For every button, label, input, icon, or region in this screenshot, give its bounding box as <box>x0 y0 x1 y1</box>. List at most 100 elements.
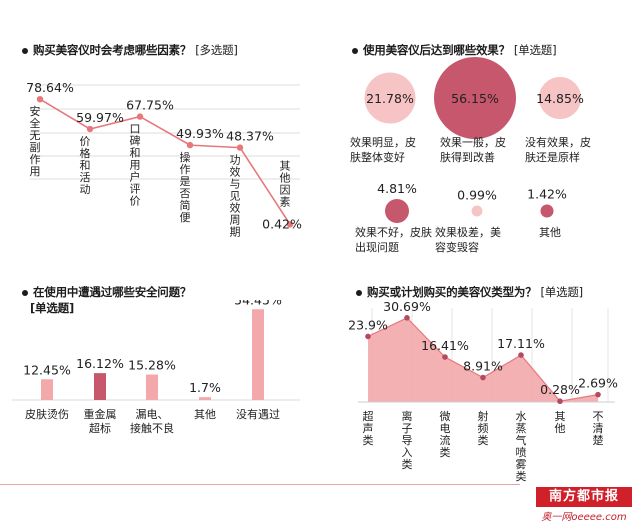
value-label: 23.9% <box>348 317 388 332</box>
value-label: 21.78% <box>366 91 414 106</box>
factors-line-chart: 78.64% 安全无副作用 59.97% 价格和活动 67.75% 口碑和用户评价 49.9… <box>26 80 302 239</box>
category-label: 其他因素 <box>280 159 291 208</box>
category-label: 射频类 <box>478 409 489 447</box>
value-label: 2.69% <box>578 376 618 391</box>
category-label: 容变毁容 <box>435 240 479 254</box>
bubble <box>471 205 483 217</box>
bar <box>94 373 106 400</box>
category-label: 效果明显，皮 <box>350 135 416 149</box>
value-label: 59.97% <box>76 110 124 125</box>
panel4-tag: [单选题] <box>540 285 584 299</box>
category-label: 安全无副作用 <box>30 104 41 178</box>
category-label: 其他 <box>194 408 216 421</box>
panel4-title-text: 购买或计划购买的美容仪类型为？ <box>367 285 537 299</box>
data-point <box>236 144 244 151</box>
category-label: 功效与见效周期 <box>230 154 241 239</box>
data-point <box>36 95 44 103</box>
panel4-title: 购买或计划购买的美容仪类型为？ [单选题] <box>356 284 583 300</box>
category-label: 没有效果，皮 <box>525 135 591 149</box>
types-area-chart: 23.9% 超声类 30.69% 离子导入类 16.41% 微电流类 8.91% 射频类 17.… <box>348 299 618 483</box>
category-label: 超声类 <box>363 409 374 447</box>
bullet-icon <box>356 289 362 296</box>
bar <box>146 374 158 400</box>
data-point <box>365 333 371 340</box>
value-label: 1.42% <box>527 186 567 201</box>
bullet-icon <box>22 47 28 54</box>
panel3-title: 在使用中遭遇过哪些安全问题？ <box>22 284 191 300</box>
category-label: 微电流类 <box>440 409 451 459</box>
bubble <box>540 204 554 218</box>
panel3-tag: [单选题] <box>30 301 75 315</box>
panel2-tag: [单选题] <box>513 43 557 57</box>
data-point <box>186 141 194 149</box>
data-point <box>442 354 448 360</box>
category-label: 出现问题 <box>355 240 399 254</box>
value-label: 1.7% <box>189 380 221 395</box>
value-label: 17.11% <box>497 336 545 351</box>
panel2-title-text: 使用美容仪后达到哪些效果？ <box>363 43 510 57</box>
value-label: 30.69% <box>383 299 431 314</box>
category-label: 效果一般，皮 <box>440 135 506 149</box>
category-label: 不清楚 <box>593 410 604 447</box>
category-label: 超标 <box>89 421 111 435</box>
value-label: 0.99% <box>457 188 497 203</box>
bar <box>199 397 211 400</box>
value-label: 16.12% <box>76 356 124 371</box>
newspaper-logo: 南方都市报 <box>536 487 632 507</box>
series-area <box>368 317 598 402</box>
category-label: 口碑和用户评价 <box>130 123 141 208</box>
site-logo: 奥一网oeeee.com <box>541 512 627 523</box>
panel1-title-text: 购买美容仪时会考虑哪些因素？ <box>33 43 192 57</box>
panel3-title-text: 在使用中遭遇过哪些安全问题？ <box>33 285 192 299</box>
bubble <box>385 199 409 224</box>
value-label: 15.28% <box>128 358 176 373</box>
data-point <box>286 221 294 228</box>
panel2-title: 使用美容仪后达到哪些效果？ [单选题] <box>352 42 557 58</box>
data-point <box>595 391 601 398</box>
footer-divider <box>0 484 520 485</box>
data-point <box>404 315 410 321</box>
category-label: 没有遇过 <box>236 407 280 421</box>
value-label: 4.81% <box>377 181 417 196</box>
category-label: 价格和活动 <box>80 135 91 196</box>
bubble <box>538 76 582 120</box>
category-label: 肤整体变好 <box>350 150 405 164</box>
category-label: 肤得到改善 <box>440 150 495 164</box>
data-point <box>86 125 94 133</box>
category-label: 效果极差，美 <box>435 225 501 239</box>
category-label: 操作是否简便 <box>180 150 191 224</box>
value-label: 48.37% <box>226 129 274 144</box>
series-line <box>39 98 291 225</box>
value-label: 12.45% <box>23 362 71 377</box>
data-point <box>480 374 486 381</box>
value-label: 54.45% <box>234 300 282 307</box>
value-label: 0.42% <box>262 216 302 231</box>
panel1-title: 购买美容仪时会考虑哪些因素？ [多选题] <box>22 42 238 58</box>
bubble <box>364 72 416 124</box>
category-label: 重金属 <box>84 407 117 421</box>
bar <box>252 309 264 400</box>
value-label: 16.41% <box>421 338 469 353</box>
data-point <box>136 113 144 120</box>
category-label: 皮肤烫伤 <box>25 407 69 421</box>
category-label: 肤还是原样 <box>525 150 580 164</box>
bubble <box>434 57 516 139</box>
category-label: 其他 <box>555 410 566 435</box>
bar <box>41 379 53 400</box>
category-label: 离子导入类 <box>402 409 413 471</box>
value-label: 8.91% <box>463 359 503 374</box>
category-label: 效果不好，皮肤 <box>355 225 432 239</box>
value-label: 56.15% <box>451 91 499 106</box>
category-label: 接触不良 <box>130 421 174 435</box>
bullet-icon <box>22 289 28 296</box>
category-label: 其他 <box>539 226 561 239</box>
data-point <box>557 398 563 405</box>
value-label: 0.28% <box>540 382 580 397</box>
data-point <box>518 352 524 358</box>
bullet-icon <box>352 47 358 54</box>
value-label: 14.85% <box>536 91 584 106</box>
category-label: 水蒸气喷雾类 <box>516 410 527 483</box>
value-label: 78.64% <box>26 80 74 95</box>
